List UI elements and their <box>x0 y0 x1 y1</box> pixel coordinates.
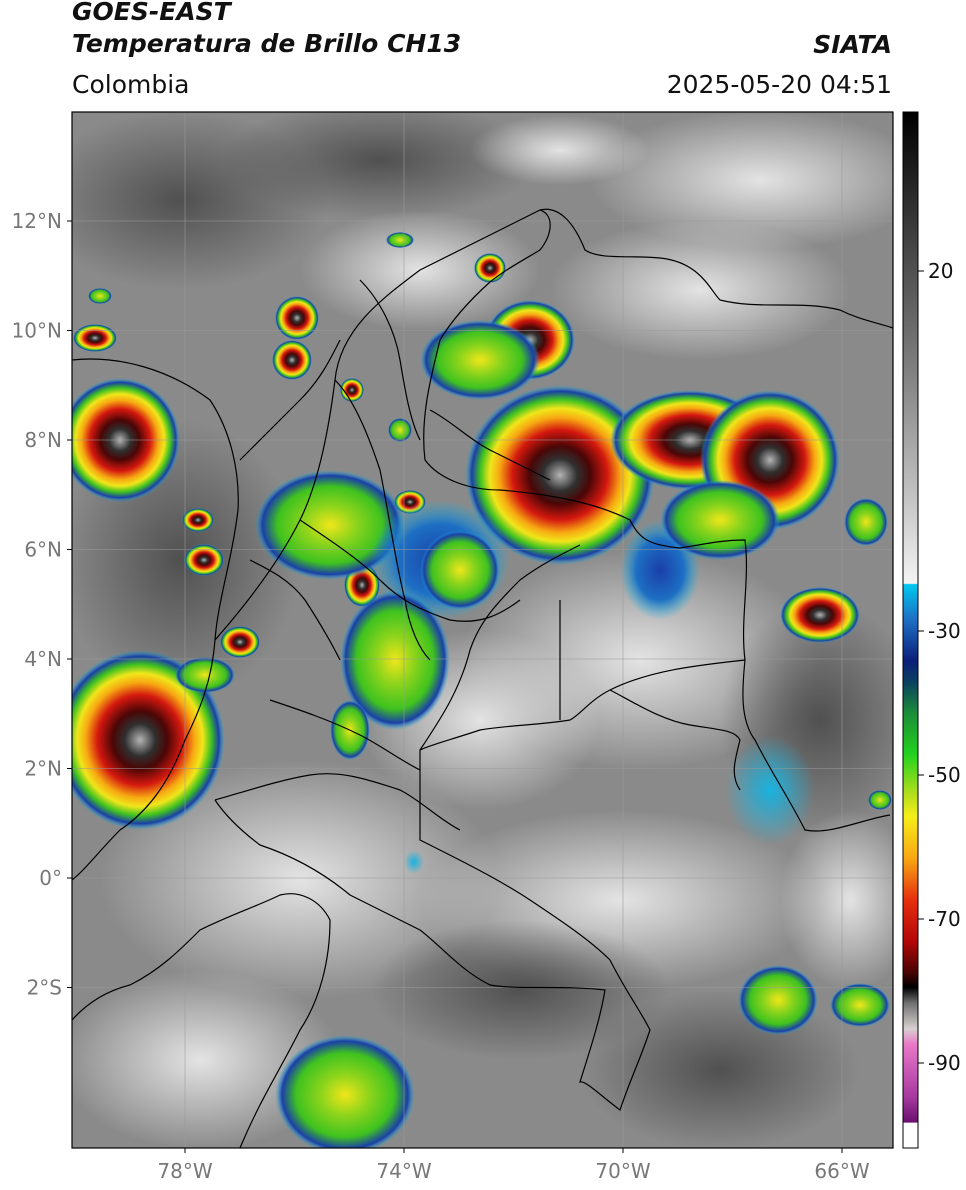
brand-label: SIATA <box>813 30 892 59</box>
satellite-title: GOES-EAST <box>72 0 231 26</box>
colorbar-ticks: 20 -30 -50 -70 -90 <box>918 259 961 1075</box>
lat-label: 12°N <box>12 209 62 233</box>
product-title: Temperatura de Brillo CH13 <box>72 29 462 58</box>
lon-label: 70°W <box>595 1159 650 1183</box>
map-frame <box>72 112 893 1148</box>
region-label: Colombia <box>72 70 190 99</box>
map-border <box>71 111 894 1149</box>
datetime-label: 2025-05-20 04:51 <box>666 70 892 99</box>
colorbar-label: -90 <box>928 1051 961 1075</box>
colorbar: 20 -30 -50 -70 -90 <box>902 111 961 1149</box>
lat-label: 2°N <box>24 757 62 781</box>
lon-label: 78°W <box>157 1159 212 1183</box>
latitude-labels: 12°N 10°N 8°N 6°N 4°N 2°N 0° 2°S <box>12 209 72 1000</box>
graticule <box>72 112 893 1148</box>
lat-label: 0° <box>39 866 62 890</box>
political-borders <box>72 208 893 1148</box>
colorbar-label: -50 <box>928 763 961 787</box>
longitude-labels: 78°W 74°W 70°W 66°W <box>157 1148 870 1183</box>
lat-label: 4°N <box>24 647 62 671</box>
lat-label: 6°N <box>24 538 62 562</box>
lat-label: 10°N <box>12 319 62 343</box>
colorbar-label: -30 <box>928 619 961 643</box>
colorbar-label: -70 <box>928 907 961 931</box>
lat-label: 8°N <box>24 428 62 452</box>
lat-label: 2°S <box>27 976 62 1000</box>
colorbar-label: 20 <box>928 259 953 283</box>
lon-label: 74°W <box>376 1159 431 1183</box>
lon-label: 66°W <box>814 1159 869 1183</box>
